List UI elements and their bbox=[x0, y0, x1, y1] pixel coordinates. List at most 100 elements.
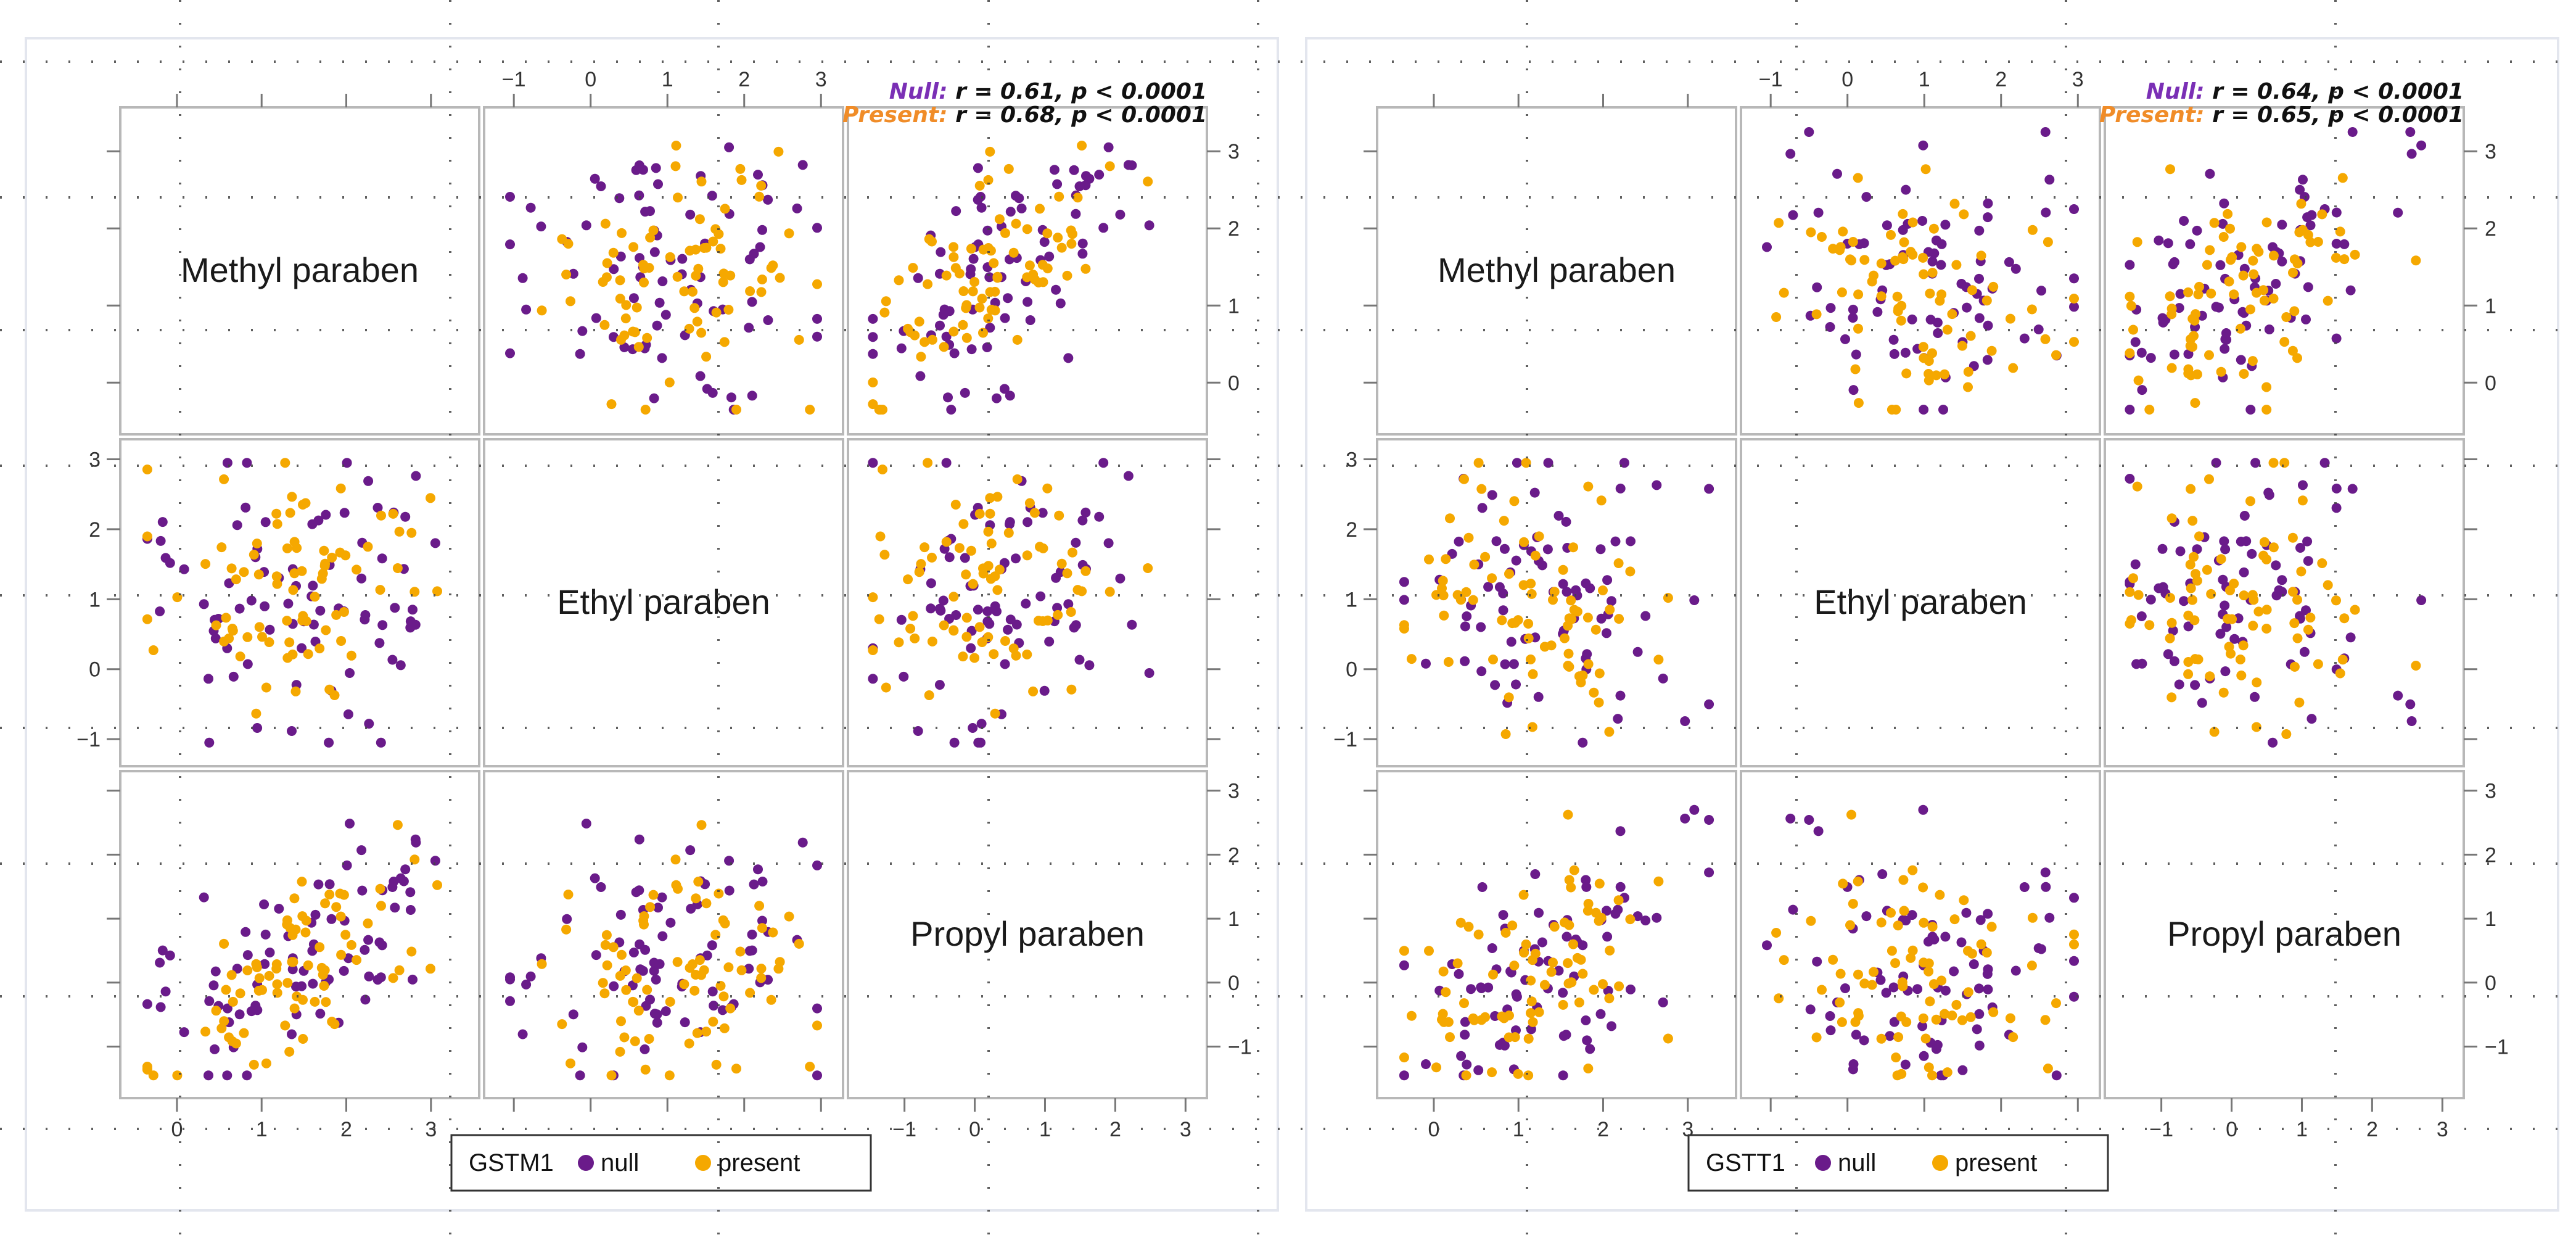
point-null-78 bbox=[2215, 629, 2226, 639]
point-null-8 bbox=[695, 371, 706, 381]
point-present-29 bbox=[257, 632, 267, 642]
point-null-62 bbox=[232, 520, 242, 531]
x-tick-label-bottom: 0 bbox=[1428, 1118, 1439, 1141]
point-present-36 bbox=[1957, 341, 1967, 351]
matrix-cell-propyl-paraben-vs-propyl-paraben: Propyl paraben bbox=[847, 770, 1208, 1099]
point-null-62 bbox=[985, 323, 995, 333]
point-null-56 bbox=[364, 719, 374, 729]
point-present-16 bbox=[1066, 239, 1077, 249]
point-null-79 bbox=[2306, 714, 2317, 724]
point-present-33 bbox=[375, 585, 385, 595]
point-present-54 bbox=[688, 286, 697, 297]
point-present-70 bbox=[949, 326, 959, 337]
point-present-69 bbox=[745, 286, 755, 296]
point-present-4 bbox=[1949, 199, 1960, 209]
point-present-69 bbox=[1480, 1012, 1491, 1022]
point-present-54 bbox=[688, 959, 697, 969]
point-null-9 bbox=[297, 643, 307, 653]
point-present-54 bbox=[2350, 605, 2360, 615]
point-present-38 bbox=[875, 531, 886, 542]
point-null-11 bbox=[797, 837, 808, 848]
point-present-24 bbox=[990, 708, 1000, 719]
point-null-26 bbox=[1080, 507, 1091, 518]
point-null-66 bbox=[1848, 385, 1859, 395]
point-present-70 bbox=[1582, 613, 1593, 623]
point-present-46 bbox=[691, 270, 701, 281]
point-null-40 bbox=[2236, 355, 2246, 365]
point-null-41 bbox=[1003, 293, 1013, 304]
point-null-47 bbox=[1974, 983, 1984, 994]
y-tick-label-left: 1 bbox=[1346, 588, 1357, 611]
point-present-50 bbox=[1893, 1032, 1904, 1043]
point-null-79 bbox=[1613, 904, 1623, 915]
point-present-24 bbox=[1963, 946, 1973, 956]
point-null-38 bbox=[1632, 911, 1643, 922]
x-tick-label-bottom: 2 bbox=[1109, 1118, 1121, 1141]
point-present-43 bbox=[406, 527, 417, 538]
point-present-59 bbox=[1981, 948, 1992, 958]
point-null-59 bbox=[1483, 582, 1494, 592]
point-null-73 bbox=[2239, 511, 2250, 521]
point-null-17 bbox=[2331, 207, 2342, 218]
point-present-34 bbox=[1594, 878, 1605, 889]
point-null-64 bbox=[2239, 567, 2249, 577]
cell-border bbox=[847, 770, 1208, 1099]
point-present-71 bbox=[249, 1059, 259, 1070]
point-null-55 bbox=[1581, 875, 1591, 885]
point-present-71 bbox=[879, 307, 890, 318]
y-tick-label-right: 3 bbox=[2485, 140, 2496, 163]
point-present-78 bbox=[2288, 268, 2298, 278]
point-present-49 bbox=[2268, 458, 2279, 468]
point-present-24 bbox=[251, 708, 261, 719]
point-present-40 bbox=[949, 242, 959, 252]
point-null-10 bbox=[1938, 405, 1948, 415]
point-null-21 bbox=[640, 1044, 650, 1054]
point-null-36 bbox=[1005, 519, 1014, 529]
point-present-25 bbox=[1613, 558, 1624, 568]
point-present-63 bbox=[1022, 649, 1032, 659]
point-present-55 bbox=[2167, 692, 2177, 703]
point-null-0 bbox=[342, 458, 352, 468]
point-null-43 bbox=[951, 206, 961, 217]
point-present-47 bbox=[616, 334, 626, 345]
point-present-76 bbox=[1548, 957, 1558, 968]
point-present-1 bbox=[1963, 366, 1973, 377]
point-null-32 bbox=[517, 273, 528, 283]
point-present-62 bbox=[708, 1017, 718, 1027]
point-null-39 bbox=[2036, 286, 2046, 296]
point-present-35 bbox=[670, 854, 681, 865]
point-present-52 bbox=[710, 224, 721, 234]
point-present-25 bbox=[1959, 209, 1969, 220]
point-present-43 bbox=[1003, 527, 1014, 538]
point-null-66 bbox=[2137, 658, 2147, 669]
point-present-35 bbox=[2248, 255, 2258, 266]
point-present-41 bbox=[723, 962, 734, 972]
point-present-76 bbox=[301, 915, 311, 926]
point-present-39 bbox=[1526, 975, 1536, 986]
point-present-75 bbox=[335, 911, 346, 922]
point-present-19 bbox=[388, 508, 398, 519]
point-null-13 bbox=[1052, 603, 1063, 613]
point-present-5 bbox=[679, 286, 689, 297]
point-present-60 bbox=[261, 682, 271, 693]
point-present-57 bbox=[794, 334, 804, 345]
point-present-53 bbox=[2261, 605, 2272, 615]
point-null-37 bbox=[241, 927, 251, 937]
point-present-8 bbox=[1835, 998, 1845, 1007]
point-present-15 bbox=[2281, 729, 2292, 739]
point-null-74 bbox=[1578, 940, 1588, 951]
point-present-43 bbox=[735, 163, 746, 174]
point-null-35 bbox=[1595, 544, 1606, 555]
point-present-12 bbox=[1473, 929, 1484, 940]
point-present-62 bbox=[1443, 1017, 1454, 1027]
point-null-10 bbox=[1399, 577, 1409, 587]
point-null-34 bbox=[1859, 1035, 1869, 1046]
point-present-57 bbox=[794, 938, 804, 949]
point-present-41 bbox=[252, 962, 262, 972]
point-present-67 bbox=[315, 643, 325, 654]
point-present-56 bbox=[992, 271, 1003, 282]
point-present-49 bbox=[2268, 294, 2279, 304]
point-null-54 bbox=[505, 348, 515, 358]
point-present-12 bbox=[2279, 337, 2290, 347]
point-null-38 bbox=[1861, 911, 1872, 922]
